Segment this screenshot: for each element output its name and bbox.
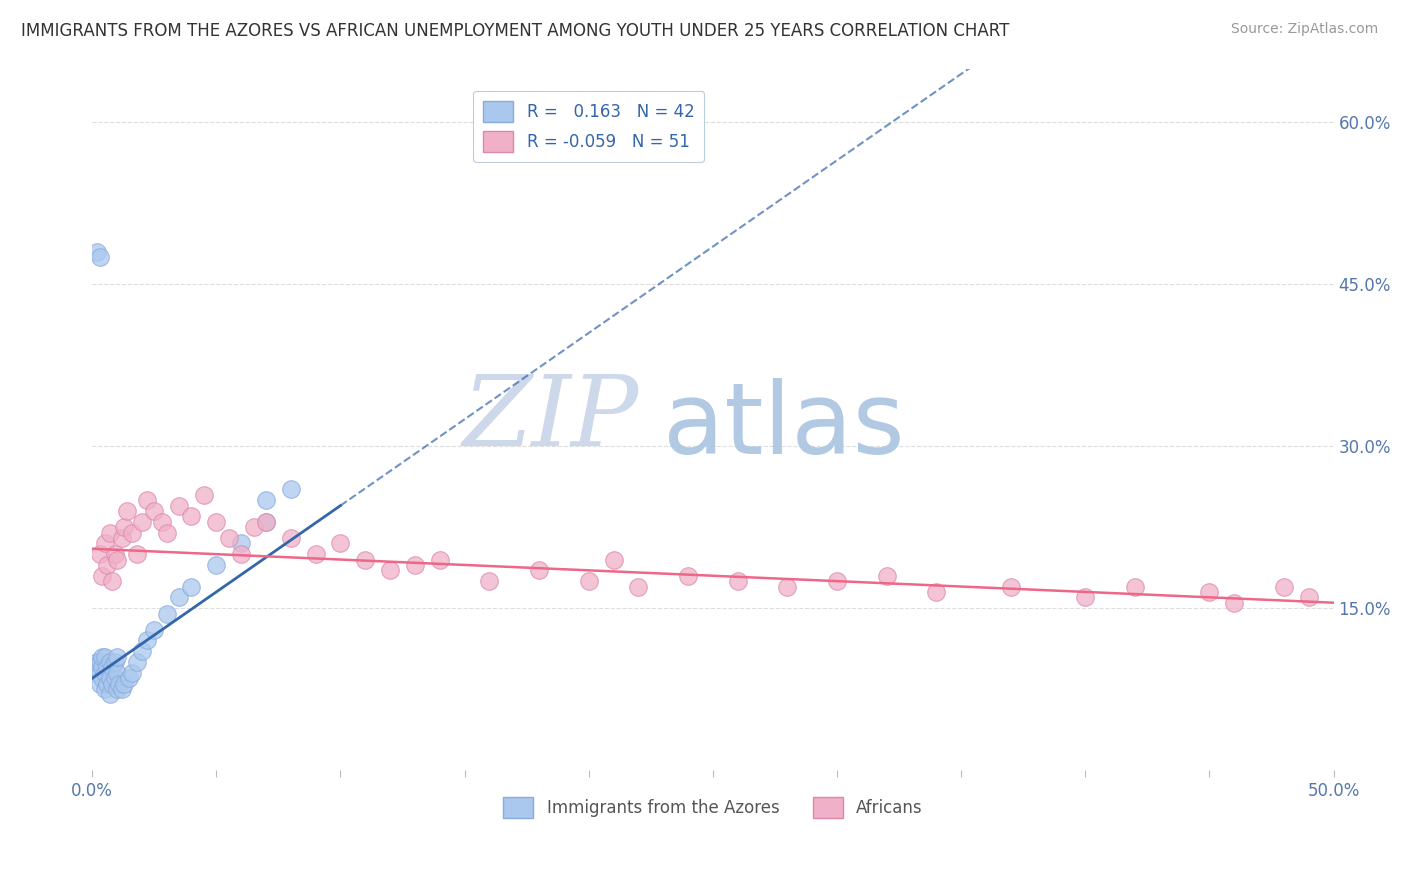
Point <box>602 552 624 566</box>
Point <box>91 660 114 674</box>
Point <box>105 552 128 566</box>
Point <box>1074 591 1097 605</box>
Point <box>111 531 134 545</box>
Point <box>103 547 125 561</box>
Point <box>527 563 550 577</box>
Point <box>91 671 114 685</box>
Point <box>478 574 501 589</box>
Point <box>231 547 253 561</box>
Point <box>114 676 136 690</box>
Point <box>131 644 153 658</box>
Point <box>89 665 111 680</box>
Point <box>205 515 228 529</box>
Point <box>135 633 157 648</box>
Point <box>98 655 121 669</box>
Legend: Immigrants from the Azores, Africans: Immigrants from the Azores, Africans <box>496 790 929 825</box>
Point <box>86 244 108 259</box>
Point <box>89 676 111 690</box>
Point <box>876 568 898 582</box>
Point <box>115 504 138 518</box>
Point <box>91 568 114 582</box>
Point <box>86 655 108 669</box>
Point <box>83 660 105 674</box>
Text: IMMIGRANTS FROM THE AZORES VS AFRICAN UNEMPLOYMENT AMONG YOUTH UNDER 25 YEARS CO: IMMIGRANTS FROM THE AZORES VS AFRICAN UN… <box>21 22 1010 40</box>
Point <box>218 531 240 545</box>
Point <box>1198 585 1220 599</box>
Point <box>96 660 118 674</box>
Point <box>93 649 115 664</box>
Text: Source: ZipAtlas.com: Source: ZipAtlas.com <box>1230 22 1378 37</box>
Point <box>105 649 128 664</box>
Point <box>925 585 948 599</box>
Point <box>150 515 173 529</box>
Point <box>231 536 253 550</box>
Point <box>180 509 202 524</box>
Point <box>429 552 451 566</box>
Point <box>378 563 401 577</box>
Point <box>1223 596 1246 610</box>
Point <box>1000 580 1022 594</box>
Point <box>105 665 128 680</box>
Point <box>825 574 848 589</box>
Point <box>329 536 352 550</box>
Point <box>93 665 115 680</box>
Text: atlas: atlas <box>664 378 905 475</box>
Point <box>242 520 264 534</box>
Point <box>96 558 118 572</box>
Point <box>125 655 148 669</box>
Point <box>676 568 699 582</box>
Point <box>354 552 377 566</box>
Point <box>98 688 121 702</box>
Point <box>105 681 128 696</box>
Point <box>205 558 228 572</box>
Point <box>135 493 157 508</box>
Point <box>114 520 136 534</box>
Point <box>254 493 277 508</box>
Point <box>101 676 124 690</box>
Point <box>404 558 426 572</box>
Point <box>280 531 302 545</box>
Point <box>304 547 326 561</box>
Point <box>121 525 143 540</box>
Point <box>108 676 131 690</box>
Point <box>193 488 215 502</box>
Point <box>131 515 153 529</box>
Point <box>89 251 111 265</box>
Point <box>101 660 124 674</box>
Point <box>101 574 124 589</box>
Point <box>1123 580 1146 594</box>
Point <box>167 591 190 605</box>
Point <box>280 483 302 497</box>
Point <box>578 574 600 589</box>
Point <box>96 676 118 690</box>
Point <box>121 665 143 680</box>
Text: ZIP: ZIP <box>463 372 638 467</box>
Point <box>98 671 121 685</box>
Point <box>125 547 148 561</box>
Point <box>143 623 166 637</box>
Point <box>156 525 179 540</box>
Point <box>98 525 121 540</box>
Point <box>89 547 111 561</box>
Point <box>93 681 115 696</box>
Point <box>103 671 125 685</box>
Point <box>180 580 202 594</box>
Point <box>1298 591 1320 605</box>
Point <box>93 536 115 550</box>
Point <box>111 681 134 696</box>
Point <box>727 574 749 589</box>
Point <box>103 655 125 669</box>
Point <box>776 580 799 594</box>
Point <box>1272 580 1295 594</box>
Point <box>156 607 179 621</box>
Point <box>91 649 114 664</box>
Point <box>254 515 277 529</box>
Point <box>89 655 111 669</box>
Point <box>254 515 277 529</box>
Point <box>143 504 166 518</box>
Point <box>627 580 650 594</box>
Point <box>167 499 190 513</box>
Point <box>118 671 141 685</box>
